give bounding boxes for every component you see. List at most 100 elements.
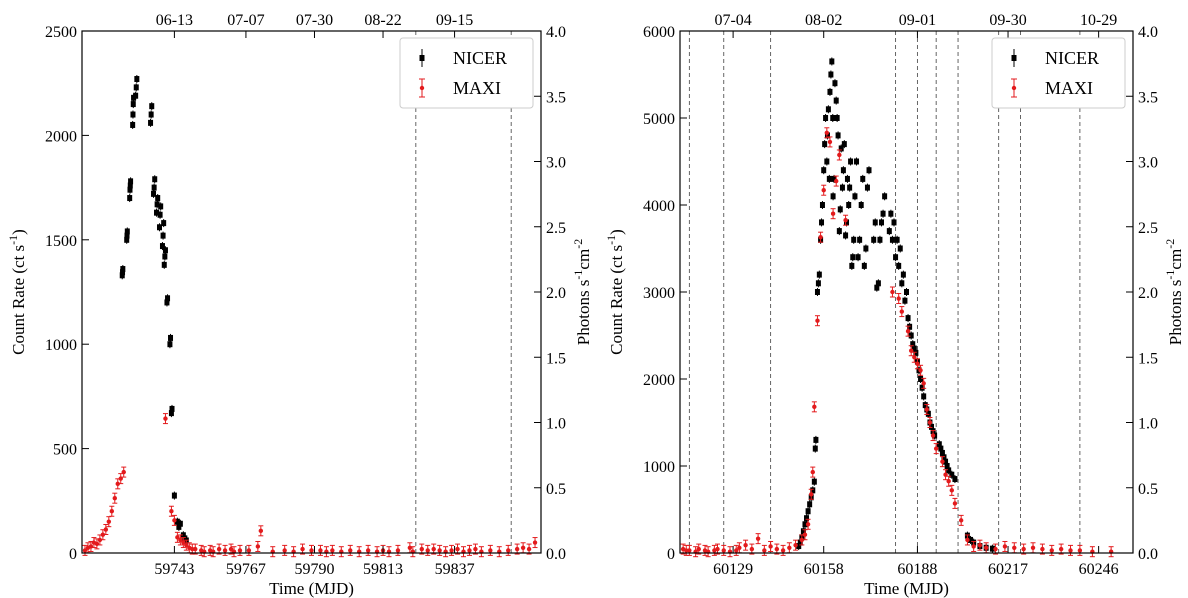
- nicer-point: [968, 536, 974, 543]
- legend-box: [399, 37, 534, 109]
- nicer-point: [168, 334, 174, 341]
- nicer-point: [162, 247, 168, 254]
- y-tick-label-left: 3000: [643, 285, 675, 302]
- maxi-point: [193, 546, 198, 552]
- maxi-point: [815, 318, 820, 323]
- maxi-point: [827, 139, 833, 145]
- maxi-point: [1040, 546, 1045, 552]
- nicer-point: [807, 501, 813, 508]
- y-tick-label-left: 1000: [45, 337, 77, 354]
- maxi-point: [921, 381, 926, 386]
- maxi-point: [812, 404, 817, 410]
- superscript: -1: [604, 235, 618, 245]
- maxi-point: [1077, 548, 1083, 553]
- maxi-point: [809, 492, 814, 497]
- maxi-point: [749, 546, 755, 552]
- maxi-point: [830, 211, 836, 216]
- x-tick-label: 59813: [363, 561, 403, 578]
- maxi-point: [449, 548, 454, 553]
- y-tick-label-right: 0.5: [546, 481, 566, 498]
- nicer-point: [813, 436, 819, 443]
- top-tick-label: 09-01: [899, 12, 936, 29]
- nicer-point: [814, 289, 820, 295]
- nicer-point: [159, 243, 165, 250]
- nicer-point: [849, 262, 855, 269]
- nicer-point: [866, 167, 872, 174]
- nicer-point: [907, 323, 913, 330]
- x-tick-label: 59767: [226, 561, 266, 578]
- nicer-point: [810, 487, 816, 494]
- legend-marker: [1011, 55, 1017, 61]
- top-tick-label: 08-22: [364, 12, 401, 29]
- nicer-point: [828, 71, 834, 78]
- nicer-point: [133, 84, 139, 91]
- nicer-point: [939, 449, 945, 456]
- maxi-point: [1068, 548, 1073, 553]
- nicer-point: [918, 376, 924, 382]
- nicer-point: [833, 97, 839, 104]
- maxi-point: [696, 546, 701, 552]
- nicer-point: [851, 236, 857, 243]
- nicer-point: [802, 521, 808, 528]
- label-part: ): [607, 229, 626, 235]
- y-tick-label-left: 2000: [643, 372, 675, 389]
- nicer-point: [888, 210, 894, 217]
- nicer-point: [944, 463, 950, 469]
- y-tick-label-left: 0: [667, 546, 675, 563]
- maxi-point: [282, 548, 287, 553]
- nicer-point: [882, 193, 888, 200]
- maxi-point: [834, 178, 839, 184]
- x-axis-label: Time (MJD): [864, 579, 949, 598]
- nicer-point: [946, 467, 952, 474]
- nicer-point: [128, 178, 134, 185]
- top-tick-label: 09-30: [989, 12, 1026, 29]
- nicer-point: [133, 92, 139, 99]
- nicer-point: [824, 132, 830, 139]
- nicer-point: [157, 211, 163, 218]
- maxi-point: [818, 234, 823, 240]
- y-tick-label-right: 1.5: [546, 350, 566, 367]
- x-tick-label: 60246: [1079, 561, 1119, 578]
- nicer-point: [861, 262, 867, 269]
- maxi-point: [169, 509, 174, 514]
- maxi-point: [103, 527, 109, 532]
- maxi-point: [365, 548, 371, 553]
- maxi-point: [958, 518, 964, 523]
- nicer-point: [819, 219, 825, 226]
- nicer-point: [855, 254, 861, 261]
- nicer-point: [811, 478, 817, 485]
- maxi-point: [178, 537, 183, 543]
- nicer-point: [130, 111, 136, 118]
- maxi-point: [805, 522, 811, 527]
- nicer-point: [843, 232, 849, 239]
- maxi-point: [824, 130, 830, 135]
- legend-label: NICER: [453, 48, 507, 68]
- label-part: cm: [1166, 249, 1185, 270]
- top-tick-label: 09-15: [436, 12, 473, 29]
- maxi-point: [787, 545, 792, 550]
- maxi-point: [993, 546, 998, 552]
- nicer-point: [872, 219, 878, 226]
- maxi-point: [419, 546, 424, 552]
- nicer-point: [800, 528, 806, 535]
- nicer-point: [124, 228, 130, 235]
- nicer-point: [127, 186, 133, 193]
- nicer-point: [835, 132, 841, 139]
- nicer-point: [949, 471, 955, 478]
- maxi-point: [774, 546, 780, 552]
- maxi-point: [228, 546, 234, 552]
- maxi-point: [431, 546, 436, 552]
- nicer-point: [925, 410, 931, 417]
- nicer-point: [943, 458, 949, 465]
- nicer-point: [847, 184, 853, 191]
- maxi-point: [837, 152, 842, 158]
- nicer-point: [169, 405, 175, 412]
- y-tick-label-left: 2000: [45, 128, 77, 145]
- maxi-point: [163, 416, 168, 421]
- maxi-point: [258, 528, 264, 534]
- top-tick-label: 06-13: [156, 12, 193, 29]
- nicer-point: [936, 441, 942, 448]
- nicer-point: [829, 58, 835, 65]
- y-tick-label-right: 3.0: [546, 155, 566, 172]
- nicer-point: [823, 115, 829, 121]
